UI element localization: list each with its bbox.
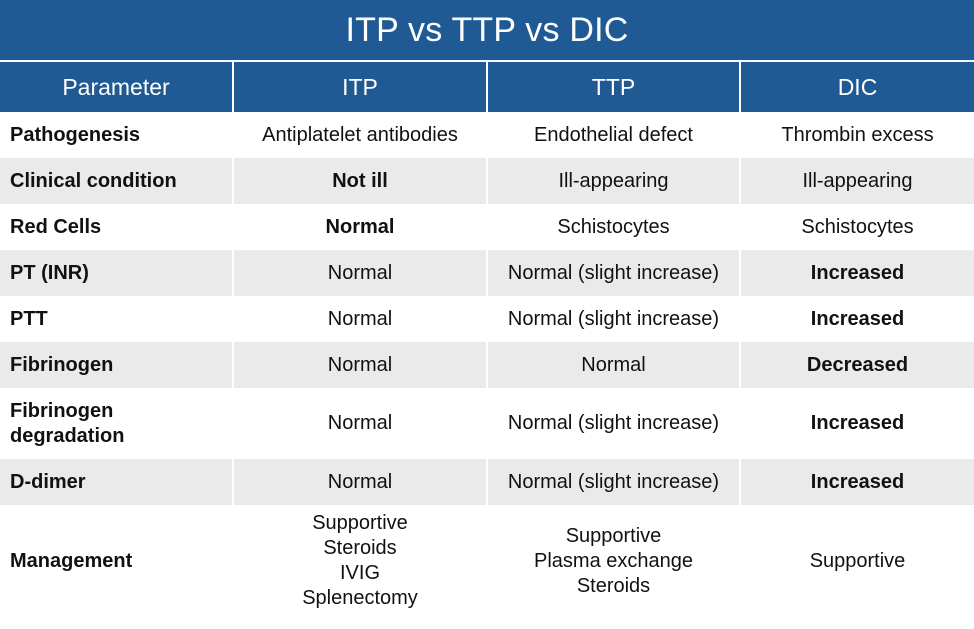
row-label: PTT (0, 296, 234, 342)
row-label: Fibrinogen degradation (0, 388, 234, 459)
cell-dic: Increased (740, 459, 974, 505)
cell-itp: Normal (233, 250, 488, 296)
cell-dic: Schistocytes (740, 204, 974, 250)
cell-ttp: Normal (slight increase) (487, 296, 741, 342)
cell-line: Steroids (323, 537, 397, 559)
table-row: Management Supportive Steroids IVIG Sple… (0, 505, 974, 617)
cell-line: Splenectomy (302, 587, 418, 609)
table-row: Clinical condition Not ill Ill-appearing… (0, 158, 974, 204)
cell-ttp: Endothelial defect (487, 112, 741, 158)
cell-dic: Decreased (740, 342, 974, 388)
column-header-parameter: Parameter (0, 62, 234, 112)
cell-itp: Antiplatelet antibodies (233, 112, 488, 158)
row-label: Pathogenesis (0, 112, 234, 158)
cell-itp: Normal (233, 204, 488, 250)
cell-ttp: Normal (slight increase) (487, 459, 741, 505)
row-label: Clinical condition (0, 158, 234, 204)
cell-dic: Ill-appearing (740, 158, 974, 204)
cell-dic: Thrombin excess (740, 112, 974, 158)
cell-ttp: Normal (slight increase) (487, 388, 741, 459)
comparison-table: Parameter ITP TTP DIC Pathogenesis Antip… (0, 62, 974, 617)
cell-itp: Normal (233, 296, 488, 342)
cell-ttp: Supportive Plasma exchange Steroids (487, 505, 741, 617)
table-row: Pathogenesis Antiplatelet antibodies End… (0, 112, 974, 158)
table-row: Red Cells Normal Schistocytes Schistocyt… (0, 204, 974, 250)
cell-itp: Normal (233, 459, 488, 505)
row-label: D-dimer (0, 459, 234, 505)
row-label-line: Fibrinogen (10, 399, 114, 422)
row-label: Management (0, 505, 234, 617)
cell-ttp: Schistocytes (487, 204, 741, 250)
column-header-dic: DIC (740, 62, 974, 112)
table-header-row: Parameter ITP TTP DIC (0, 62, 974, 112)
cell-ttp: Normal (slight increase) (487, 250, 741, 296)
cell-dic: Increased (740, 388, 974, 459)
cell-line: IVIG (339, 562, 380, 584)
cell-dic: Increased (740, 296, 974, 342)
cell-dic: Supportive (740, 505, 974, 617)
cell-itp: Normal (233, 342, 488, 388)
cell-ttp: Ill-appearing (487, 158, 741, 204)
column-header-itp: ITP (233, 62, 488, 112)
column-header-ttp: TTP (487, 62, 741, 112)
table-row: PTT Normal Normal (slight increase) Incr… (0, 296, 974, 342)
cell-itp: Supportive Steroids IVIG Splenectomy (233, 505, 488, 617)
table-row: Fibrinogen degradation Normal Normal (sl… (0, 388, 974, 459)
page-title: ITP vs TTP vs DIC (0, 0, 974, 62)
table-row: Fibrinogen Normal Normal Decreased (0, 342, 974, 388)
table-row: PT (INR) Normal Normal (slight increase)… (0, 250, 974, 296)
row-label: Fibrinogen (0, 342, 234, 388)
cell-line: Plasma exchange (534, 549, 693, 572)
cell-dic: Increased (740, 250, 974, 296)
row-label: Red Cells (0, 204, 234, 250)
cell-itp: Not ill (233, 158, 488, 204)
cell-line: Supportive (565, 524, 662, 547)
cell-line: Steroids (576, 574, 651, 597)
row-label: PT (INR) (0, 250, 234, 296)
cell-line: Supportive (312, 512, 408, 534)
cell-ttp: Normal (487, 342, 741, 388)
cell-itp: Normal (233, 388, 488, 459)
table-row: D-dimer Normal Normal (slight increase) … (0, 459, 974, 505)
row-label-line: degradation (10, 424, 125, 447)
